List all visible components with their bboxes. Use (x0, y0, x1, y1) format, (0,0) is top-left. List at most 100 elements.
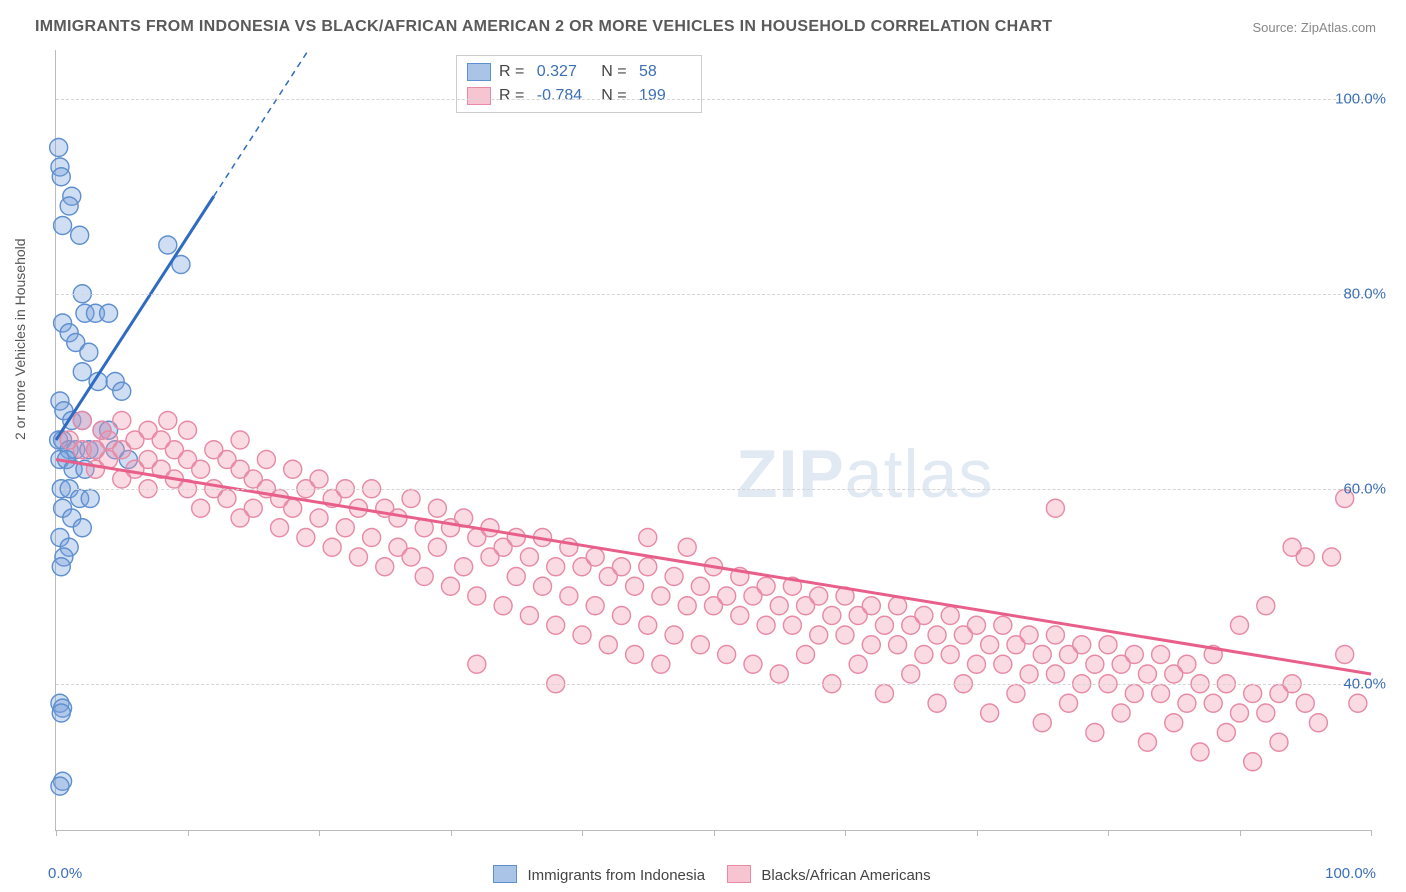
data-point (363, 529, 381, 547)
data-point (941, 607, 959, 625)
data-point (159, 412, 177, 430)
data-point (1178, 694, 1196, 712)
data-point (1270, 733, 1288, 751)
data-point (1191, 743, 1209, 761)
data-point (573, 626, 591, 644)
data-point (994, 616, 1012, 634)
data-point (468, 655, 486, 673)
data-point (981, 704, 999, 722)
x-tick (1240, 830, 1241, 836)
data-point (192, 460, 210, 478)
data-point (159, 236, 177, 254)
data-point (968, 655, 986, 673)
x-legend-label-2: Blacks/African Americans (761, 867, 930, 884)
x-tick (451, 830, 452, 836)
data-point (1086, 655, 1104, 673)
data-point (113, 412, 131, 430)
data-point (520, 607, 538, 625)
data-point (1060, 694, 1078, 712)
data-point (1046, 665, 1064, 683)
data-point (1020, 626, 1038, 644)
x-tick (1108, 830, 1109, 836)
x-tick (56, 830, 57, 836)
data-point (179, 421, 197, 439)
data-point (678, 538, 696, 556)
y-axis-label: 2 or more Vehicles in Household (12, 238, 28, 440)
legend-swatch-1 (467, 63, 491, 81)
data-point (1349, 694, 1367, 712)
source-attribution: Source: ZipAtlas.com (1252, 20, 1376, 35)
legend-n-label: N = (597, 60, 631, 84)
data-point (1046, 626, 1064, 644)
data-point (73, 519, 91, 537)
data-point (507, 529, 525, 547)
legend-row-1: R = 0.327 N = 58 (467, 60, 691, 84)
x-axis-legend: Immigrants from Indonesia Blacks/African… (0, 865, 1406, 884)
data-point (284, 499, 302, 517)
data-point (1125, 685, 1143, 703)
data-point (797, 646, 815, 664)
data-point (586, 548, 604, 566)
data-point (1007, 685, 1025, 703)
data-point (639, 616, 657, 634)
data-point (389, 509, 407, 527)
x-tick (582, 830, 583, 836)
data-point (941, 646, 959, 664)
data-point (468, 587, 486, 605)
data-point (257, 451, 275, 469)
data-point (52, 704, 70, 722)
data-point (349, 548, 367, 566)
data-point (1112, 704, 1130, 722)
legend-swatch-2 (467, 87, 491, 105)
data-point (1152, 646, 1170, 664)
data-point (520, 548, 538, 566)
data-point (639, 558, 657, 576)
data-point (968, 616, 986, 634)
data-point (678, 597, 696, 615)
x-tick (319, 830, 320, 836)
data-point (1086, 724, 1104, 742)
data-point (402, 548, 420, 566)
data-point (1217, 724, 1235, 742)
data-point (73, 412, 91, 430)
data-point (1125, 646, 1143, 664)
x-legend-swatch-1 (493, 865, 517, 883)
data-point (1231, 704, 1249, 722)
y-tick-label: 60.0% (1343, 480, 1386, 497)
data-point (639, 529, 657, 547)
grid-line (56, 489, 1371, 490)
x-legend-swatch-2 (727, 865, 751, 883)
data-point (836, 626, 854, 644)
data-point (652, 587, 670, 605)
legend-r-value-2: -0.784 (537, 84, 589, 108)
x-legend-label-1: Immigrants from Indonesia (528, 867, 706, 884)
y-tick-label: 100.0% (1335, 90, 1386, 107)
data-point (875, 616, 893, 634)
data-point (810, 626, 828, 644)
data-point (810, 587, 828, 605)
data-point (626, 577, 644, 595)
data-point (310, 470, 328, 488)
data-point (770, 597, 788, 615)
data-point (507, 568, 525, 586)
data-point (1323, 548, 1341, 566)
data-point (100, 304, 118, 322)
data-point (783, 616, 801, 634)
chart-title: IMMIGRANTS FROM INDONESIA VS BLACK/AFRIC… (35, 18, 1052, 36)
data-point (547, 616, 565, 634)
data-point (823, 607, 841, 625)
x-tick (845, 830, 846, 836)
data-point (1099, 636, 1117, 654)
x-tick (188, 830, 189, 836)
data-point (442, 577, 460, 595)
data-point (744, 655, 762, 673)
data-point (757, 577, 775, 595)
data-point (113, 382, 131, 400)
data-point (915, 607, 933, 625)
data-point (271, 519, 289, 537)
data-point (718, 587, 736, 605)
data-point (192, 499, 210, 517)
data-point (1257, 704, 1275, 722)
data-point (54, 217, 72, 235)
grid-line (56, 684, 1371, 685)
